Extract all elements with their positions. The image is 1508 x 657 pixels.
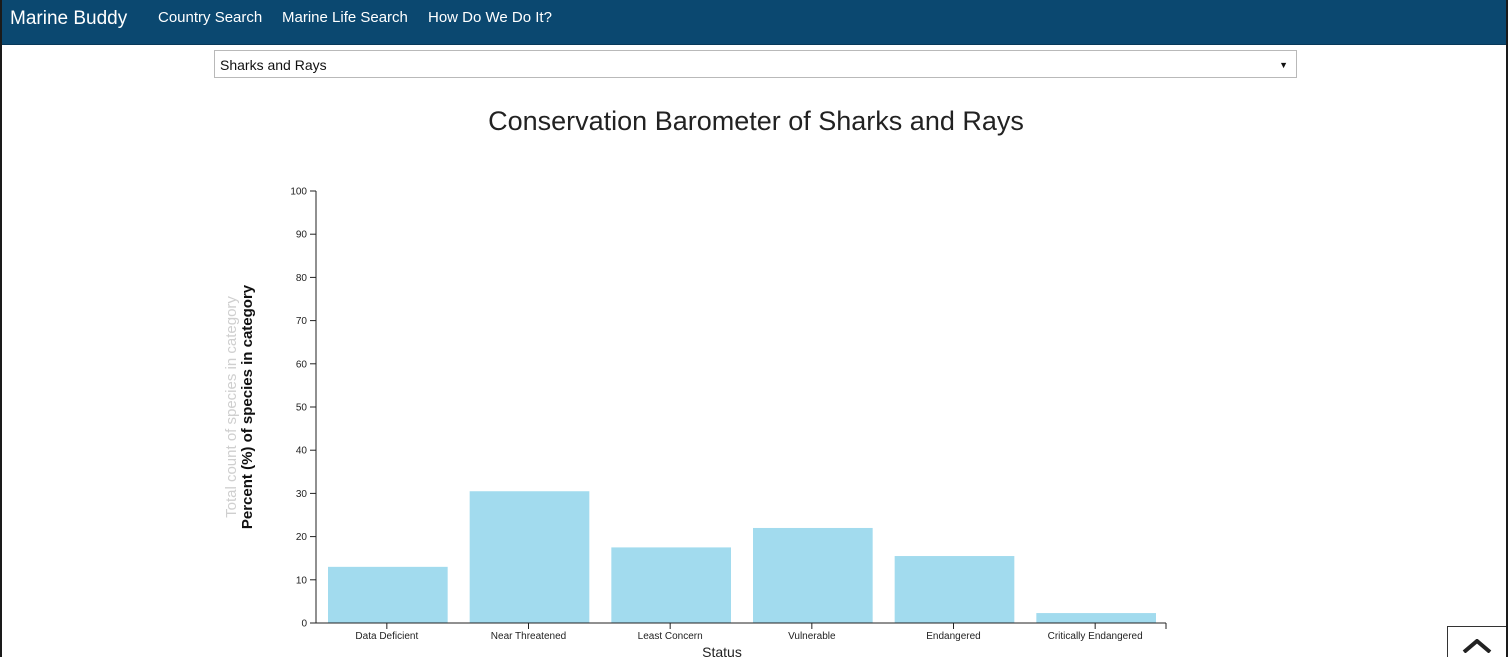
y-tick-label: 60 [296, 359, 308, 370]
x-axis-label: Status [702, 644, 742, 657]
y-axis-label: Percent (%) of species in category [239, 284, 256, 529]
triangle-down-icon: ▼ [1279, 60, 1288, 70]
x-tick-label: Data Deficient [355, 631, 418, 642]
navbar: Marine Buddy Country Search Marine Life … [2, 0, 1506, 45]
bar-near-threatened [469, 491, 590, 623]
bar-least-concern [611, 547, 731, 623]
y-tick-label: 20 [296, 532, 308, 543]
species-group-select-value: Sharks and Rays [220, 57, 327, 73]
species-group-select[interactable]: Sharks and Rays ▼ [214, 50, 1297, 78]
y-tick-label: 80 [296, 273, 308, 284]
nav-link-marine-life-search[interactable]: Marine Life Search [282, 9, 408, 26]
y-axis-label-faded: Total count of species in category [223, 296, 240, 518]
y-tick-label: 0 [301, 619, 307, 630]
y-tick-label: 70 [296, 316, 308, 327]
x-tick-label: Near Threatened [491, 631, 566, 642]
y-tick-label: 100 [290, 187, 307, 198]
x-tick-label: Vulnerable [788, 631, 836, 642]
bar-endangered [894, 556, 1015, 623]
scroll-to-top-button[interactable] [1447, 626, 1506, 657]
y-tick-label: 30 [296, 489, 308, 500]
chart-title: Conservation Barometer of Sharks and Ray… [488, 106, 1024, 136]
x-tick-label: Least Concern [638, 631, 703, 642]
nav-link-how-do-we-do-it[interactable]: How Do We Do It? [428, 9, 552, 26]
y-tick-label: 90 [296, 230, 308, 241]
y-tick-label: 40 [296, 446, 308, 457]
bar-data-deficient [328, 566, 448, 623]
brand-link[interactable]: Marine Buddy [10, 8, 128, 29]
bar-critically-endangered [1036, 613, 1156, 623]
y-tick-label: 50 [296, 403, 308, 414]
nav-link-country-search[interactable]: Country Search [158, 9, 263, 26]
y-tick-label: 10 [296, 575, 308, 586]
bar-vulnerable [753, 527, 873, 623]
x-tick-label: Endangered [926, 631, 981, 642]
chevron-up-icon [1462, 639, 1492, 653]
x-tick-label: Critically Endangered [1048, 631, 1143, 642]
